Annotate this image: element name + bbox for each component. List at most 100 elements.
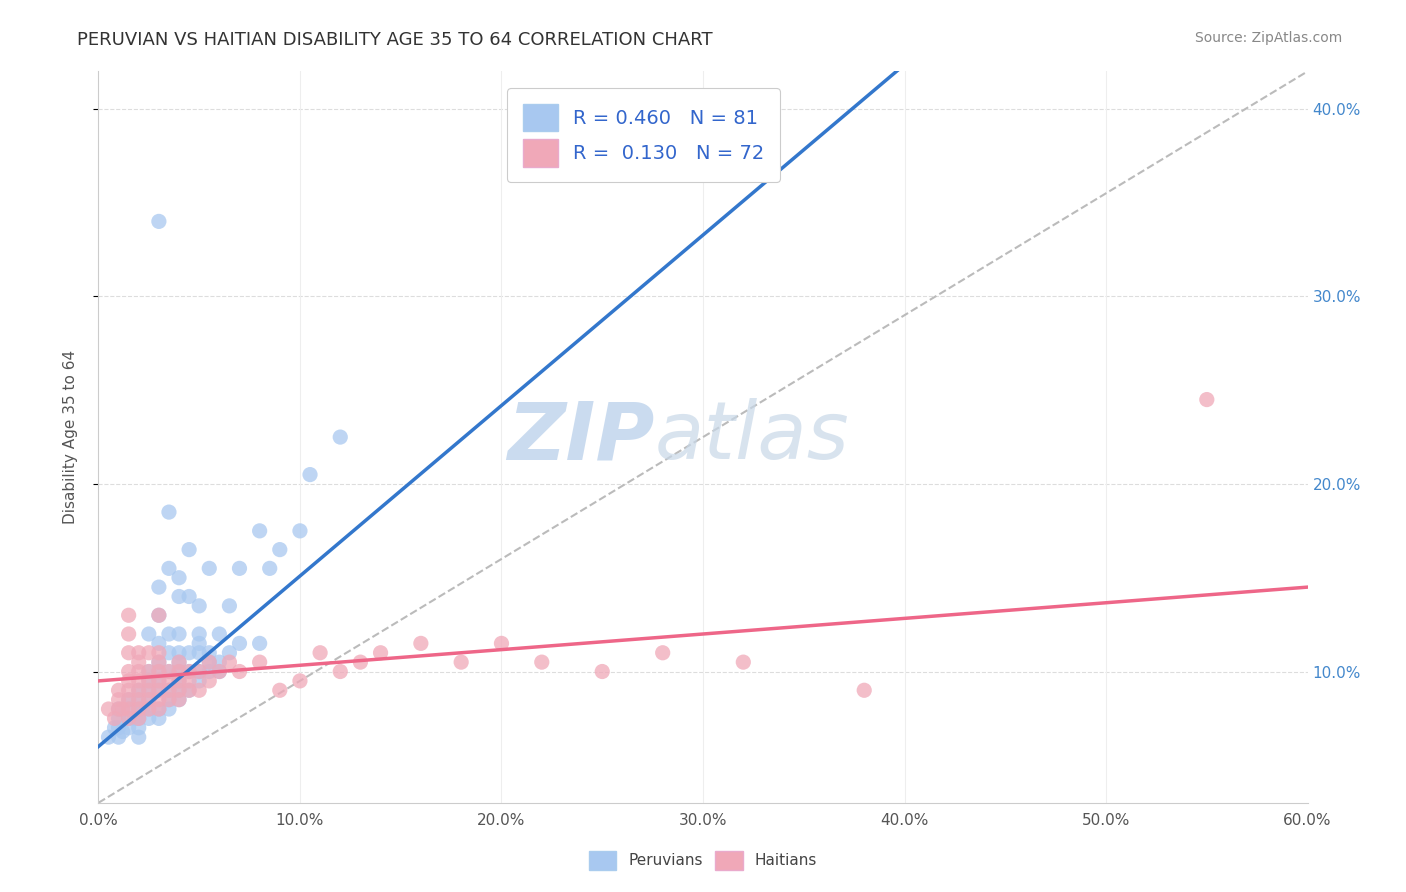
Point bbox=[188, 627, 211, 641]
Point bbox=[118, 673, 141, 688]
Point bbox=[118, 665, 141, 679]
Text: Source: ZipAtlas.com: Source: ZipAtlas.com bbox=[1195, 31, 1343, 45]
Point bbox=[128, 683, 150, 698]
Point bbox=[218, 646, 240, 660]
Point bbox=[179, 646, 201, 660]
Point bbox=[128, 711, 150, 725]
Point bbox=[157, 692, 180, 706]
Point bbox=[157, 646, 180, 660]
Point bbox=[218, 599, 240, 613]
Point bbox=[157, 561, 180, 575]
Point bbox=[349, 655, 371, 669]
Point bbox=[733, 655, 755, 669]
Point bbox=[118, 627, 141, 641]
Point bbox=[309, 646, 332, 660]
Point bbox=[118, 692, 141, 706]
Point bbox=[128, 702, 150, 716]
Point bbox=[188, 665, 211, 679]
Point bbox=[148, 692, 170, 706]
Point bbox=[103, 721, 125, 735]
Point bbox=[188, 665, 211, 679]
Point bbox=[107, 702, 129, 716]
Point bbox=[167, 683, 190, 698]
Point bbox=[148, 673, 170, 688]
Point bbox=[269, 542, 291, 557]
Point bbox=[148, 683, 170, 698]
Point bbox=[118, 711, 141, 725]
Point bbox=[167, 655, 190, 669]
Point bbox=[179, 665, 201, 679]
Point bbox=[118, 721, 141, 735]
Point bbox=[118, 692, 141, 706]
Point bbox=[148, 608, 170, 623]
Point bbox=[138, 673, 160, 688]
Point bbox=[148, 665, 170, 679]
Point bbox=[128, 692, 150, 706]
Point bbox=[198, 655, 221, 669]
Point bbox=[138, 711, 160, 725]
Point bbox=[409, 636, 432, 650]
Point bbox=[188, 673, 211, 688]
Y-axis label: Disability Age 35 to 64: Disability Age 35 to 64 bbox=[63, 350, 77, 524]
Point bbox=[132, 702, 155, 716]
Point bbox=[167, 590, 190, 604]
Point bbox=[138, 692, 160, 706]
Point bbox=[124, 711, 146, 725]
Point bbox=[167, 673, 190, 688]
Point bbox=[148, 702, 170, 716]
Point bbox=[138, 665, 160, 679]
Point bbox=[249, 655, 271, 669]
Point bbox=[148, 214, 170, 228]
Text: ZIP: ZIP bbox=[508, 398, 655, 476]
Point bbox=[157, 627, 180, 641]
Text: PERUVIAN VS HAITIAN DISABILITY AGE 35 TO 64 CORRELATION CHART: PERUVIAN VS HAITIAN DISABILITY AGE 35 TO… bbox=[77, 31, 713, 49]
Point bbox=[228, 636, 250, 650]
Point bbox=[148, 655, 170, 669]
Point bbox=[148, 711, 170, 725]
Point bbox=[167, 665, 190, 679]
Point bbox=[148, 673, 170, 688]
Point bbox=[111, 724, 134, 739]
Point bbox=[198, 646, 221, 660]
Point bbox=[228, 561, 250, 575]
Point bbox=[118, 711, 141, 725]
Point bbox=[148, 580, 170, 594]
Point bbox=[157, 692, 180, 706]
Point bbox=[491, 636, 513, 650]
Point bbox=[107, 721, 129, 735]
Point bbox=[167, 665, 190, 679]
Point bbox=[167, 692, 190, 706]
Point bbox=[157, 665, 180, 679]
Point bbox=[157, 665, 180, 679]
Point bbox=[198, 561, 221, 575]
Point bbox=[208, 665, 231, 679]
Point bbox=[651, 646, 673, 660]
Point bbox=[188, 646, 211, 660]
Point bbox=[157, 683, 180, 698]
Point bbox=[128, 673, 150, 688]
Point bbox=[269, 683, 291, 698]
Point bbox=[118, 683, 141, 698]
Point bbox=[128, 665, 150, 679]
Point bbox=[128, 721, 150, 735]
Point bbox=[148, 646, 170, 660]
Point bbox=[128, 683, 150, 698]
Point bbox=[167, 692, 190, 706]
Point bbox=[198, 673, 221, 688]
Point bbox=[138, 673, 160, 688]
Point bbox=[118, 608, 141, 623]
Point bbox=[370, 646, 392, 660]
Point bbox=[259, 561, 281, 575]
Point bbox=[249, 636, 271, 650]
Point bbox=[138, 702, 160, 716]
Point bbox=[138, 665, 160, 679]
Point bbox=[97, 702, 120, 716]
Point bbox=[208, 665, 231, 679]
Text: atlas: atlas bbox=[655, 398, 849, 476]
Point bbox=[329, 430, 352, 444]
Point bbox=[218, 655, 240, 669]
Point bbox=[530, 655, 553, 669]
Point bbox=[107, 730, 129, 744]
Point bbox=[1195, 392, 1218, 407]
Point bbox=[167, 655, 190, 669]
